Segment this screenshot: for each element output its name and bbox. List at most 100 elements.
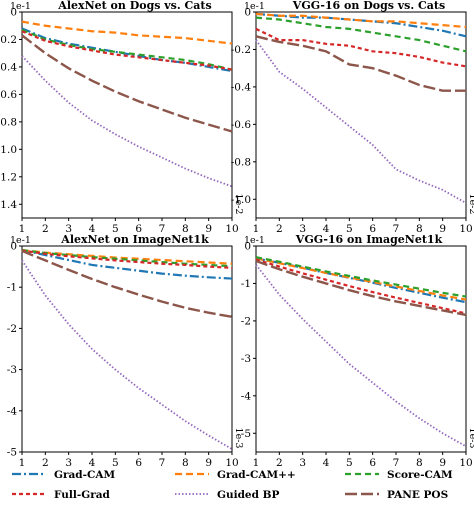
plot-frame <box>255 245 467 453</box>
legend-label: Grad-CAM++ <box>217 469 296 481</box>
series-line-pane-pos <box>255 35 466 92</box>
x-tick-label: 5 <box>346 457 353 469</box>
legend-label: Grad-CAM <box>54 469 116 481</box>
y-scale-label: 1e-1 <box>10 1 31 12</box>
x-tick-label: 3 <box>65 223 72 235</box>
y-scale-label: 1e-1 <box>244 235 265 246</box>
x-tick-label: 9 <box>439 457 446 469</box>
x-tick-label: 5 <box>346 223 353 235</box>
y-tick-label: -0.8 <box>231 156 251 168</box>
plot-frame <box>21 245 233 453</box>
legend-item-guided-bp: Guided BP <box>175 489 279 501</box>
y-scale-label: 1e-1 <box>244 1 265 12</box>
x-tick-label: 8 <box>416 223 423 235</box>
series-line-grad-camplusplus <box>255 257 467 301</box>
y-tick-label: -0.4 <box>231 81 252 93</box>
series-line-full-grad <box>21 30 233 71</box>
x-tick-label: 8 <box>182 457 189 469</box>
x-tick-label: 7 <box>159 223 166 235</box>
x-tick-label: 9 <box>205 223 212 235</box>
x-tick-label: 4 <box>323 457 330 469</box>
x-tick-label: 3 <box>299 457 306 469</box>
series-line-score-cam <box>255 16 467 53</box>
x-tick-label: 1 <box>253 457 260 469</box>
y-tick-label: 0 <box>10 241 17 253</box>
x-tick-label: 8 <box>182 223 189 235</box>
plot-frame <box>21 11 233 219</box>
y-tick-label: -0.8 <box>0 116 17 128</box>
y-tick-label: -1.2 <box>0 171 17 183</box>
x-tick-label: 5 <box>112 457 119 469</box>
y-tick-label: -0.6 <box>0 89 17 101</box>
series-line-guided-bp <box>21 259 233 450</box>
legend: Grad-CAM Grad-CAM++ Score-CAM Full-Grad Guid… <box>12 469 453 501</box>
x-tick-label: 2 <box>276 223 283 235</box>
x-tick-label: 5 <box>112 223 119 235</box>
x-tick-label: 7 <box>159 457 166 469</box>
legend-item-full-grad: Full-Grad <box>12 489 111 501</box>
x-tick-label: 10 <box>459 457 472 469</box>
y-tick-label: -3 <box>7 364 17 376</box>
y-tick-label: -1 <box>241 278 251 290</box>
series-line-guided-bp <box>255 39 467 204</box>
y-tick-label: 0 <box>244 7 251 19</box>
x-tick-label: 10 <box>225 457 238 469</box>
chart-panel-3: 0 -1 -2 -3 -4 -51 2 3 4 5 6 7 8 9 10 AlexNet on ImageNe… <box>7 233 244 469</box>
chart-panel-2: 0 -0.2 -0.4 -0.6 -0.8 -1.0 1 2 3 4 5 6 7 8 9 10 VGG-16 o… <box>231 0 474 235</box>
series-line-guided-bp <box>255 264 467 448</box>
series-line-pane-pos <box>255 259 467 317</box>
x-tick-label: 3 <box>299 223 306 235</box>
x-tick-label: 10 <box>459 223 472 235</box>
series-line-guided-bp <box>21 55 233 188</box>
y-tick-label: -0.6 <box>231 119 252 131</box>
legend-item-pane-pos: PANE POS <box>345 489 448 501</box>
y-tick-label: -0.2 <box>0 34 17 46</box>
chart-title: AlexNet on Dogs vs. Cats <box>57 0 211 12</box>
series-line-pane-pos <box>21 249 233 319</box>
x-tick-label: 8 <box>416 457 423 469</box>
x-tick-label: 4 <box>89 223 96 235</box>
series-line-full-grad <box>21 249 233 269</box>
series-line-full-grad <box>255 258 467 315</box>
y-tick-label: -2 <box>241 315 251 327</box>
x-tick-label: 1 <box>19 223 26 235</box>
series-line-score-cam <box>255 256 467 298</box>
y-tick-label: -0.4 <box>0 61 17 73</box>
series-line-pane-pos <box>21 34 233 133</box>
chart-title: VGG-16 on Dogs vs. Cats <box>292 0 445 12</box>
series-line-grad-cam <box>21 249 233 280</box>
x-tick-label: 6 <box>369 457 376 469</box>
chart-panel-4: 0 -1 -2 -3 -4 -5 1 2 3 4 5 6 7 8 9 10 VGG-16 on ImageNet… <box>241 233 474 469</box>
x-tick-label: 6 <box>369 223 376 235</box>
y-tick-label: -5 <box>241 428 251 440</box>
y-scale-label: 1e-1 <box>10 235 31 246</box>
legend-label: Guided BP <box>217 489 279 501</box>
x-tick-label: 1 <box>19 457 26 469</box>
legend-label: PANE POS <box>387 489 448 501</box>
legend-label: Score-CAM <box>387 469 453 481</box>
x-scale-label: 1e-2 <box>233 194 244 215</box>
y-tick-label: -1.0 <box>231 194 251 206</box>
legend-item-grad-camplusplus: Grad-CAM++ <box>175 469 296 481</box>
chart-title: VGG-16 on ImageNet1k <box>295 233 443 246</box>
legend-item-grad-cam: Grad-CAM <box>12 469 116 481</box>
legend-item-score-cam: Score-CAM <box>345 469 453 481</box>
chart-panel-1: 0 -0.2 -0.4 -0.6 -0.8 -1.0 -1.2 -1.41 2 3 4 5 6 7 8 9 10… <box>0 0 244 235</box>
y-tick-label: -3 <box>241 353 251 365</box>
x-scale-label: 1e-3 <box>467 428 474 449</box>
y-tick-label: -4 <box>7 405 18 417</box>
chart-title: AlexNet on ImageNet1k <box>60 233 209 246</box>
y-tick-label: -5 <box>7 447 17 459</box>
x-tick-label: 2 <box>42 223 49 235</box>
y-tick-label: -1.0 <box>0 144 17 156</box>
legend-label: Full-Grad <box>54 489 111 501</box>
x-tick-label: 7 <box>393 223 400 235</box>
x-tick-label: 9 <box>439 223 446 235</box>
x-tick-label: 4 <box>89 457 96 469</box>
y-tick-label: -0.2 <box>231 44 251 56</box>
y-tick-label: -1 <box>7 282 17 294</box>
y-tick-label: -2 <box>7 323 17 335</box>
plot-frame <box>255 11 467 219</box>
